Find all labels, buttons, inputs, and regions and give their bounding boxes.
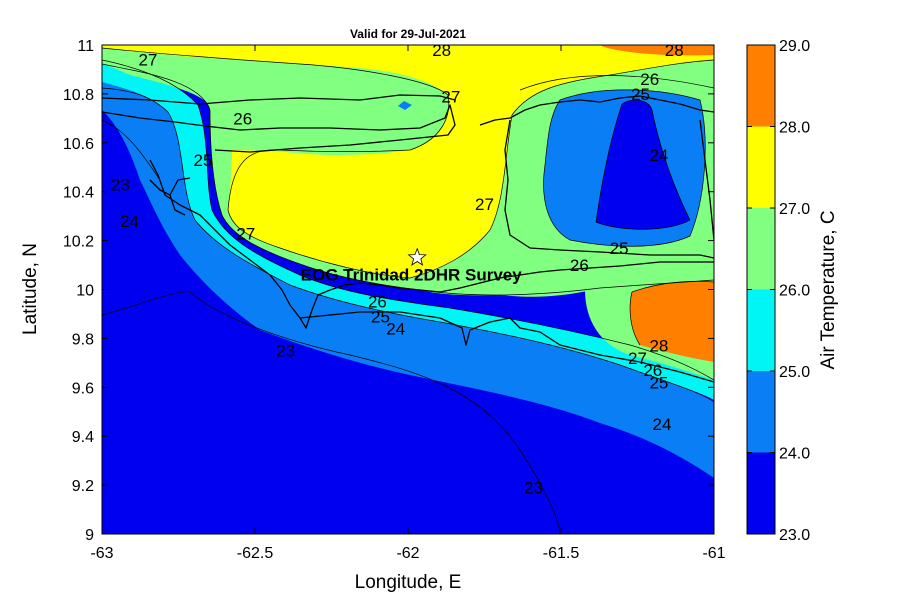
coastline-delta [299, 311, 714, 383]
contour-line [102, 119, 161, 181]
coastline-islet [149, 177, 191, 216]
coastline [102, 94, 714, 383]
contour-line [629, 280, 714, 346]
contour-label: 28 [432, 41, 451, 60]
y-tick-label: 9 [85, 527, 94, 544]
contour-label: 26 [640, 70, 659, 89]
y-tick-label: 10.4 [63, 185, 94, 202]
colorbar-frame [746, 44, 776, 535]
survey-marker-group: EOG Trinidad 2DHR Survey [301, 247, 523, 285]
x-axis-label: Longitude, E [355, 572, 462, 593]
chart-title: Valid for 29-Jul-2021 [350, 27, 466, 41]
temperature-contour-fill [102, 45, 714, 534]
contour-line [595, 99, 691, 230]
contour-label: 25 [610, 239, 629, 258]
colorbar-tick-label: 23.0 [779, 527, 810, 544]
contour-label: 24 [653, 415, 672, 434]
contour-label: 27 [441, 87, 460, 106]
survey-label: EOG Trinidad 2DHR Survey [301, 266, 523, 285]
y-tick-label: 10.2 [63, 234, 94, 251]
y-tick-label: 10.6 [63, 136, 94, 153]
y-tick-label: 9.8 [72, 331, 94, 348]
band-28-29-top [600, 45, 714, 56]
contour-lines [102, 47, 714, 534]
colorbar-segment [747, 289, 775, 371]
colorbar-segment [747, 452, 775, 534]
y-tick-label: 9.2 [72, 478, 94, 495]
colorbar: 23.0 24.0 25.0 26.0 27.0 28.0 29.0 [747, 38, 810, 544]
contour-label: 24 [386, 320, 405, 339]
contour-line [102, 87, 714, 403]
y-tick-label: 11 [77, 38, 94, 55]
colorbar-segment [747, 208, 775, 290]
x-tick-label: -62.5 [237, 545, 274, 562]
contour-line [102, 47, 714, 279]
y-tick-label: 10 [76, 283, 94, 300]
colorbar-tick-label: 24.0 [779, 446, 810, 463]
x-tick-label: -61.5 [543, 545, 580, 562]
x-axis: -63 -62.5 -62 -61.5 -61 [90, 45, 726, 562]
contour-label: 23 [276, 342, 295, 361]
contour-label: 24 [120, 212, 139, 231]
y-axis-label: Latitude, N [20, 243, 41, 335]
coastline-peninsula [102, 94, 456, 105]
band-23-24-east [596, 100, 690, 230]
colorbar-segment [747, 45, 775, 127]
contour-label: 23 [111, 175, 130, 194]
band-24-25-small [398, 101, 412, 110]
contour-label: 26 [643, 361, 662, 380]
y-axis: 9 9.2 9.4 9.6 9.8 10 10.2 10.4 10.6 10.8 11 [63, 38, 714, 544]
contour-label: 25 [194, 151, 213, 170]
band-26-27-inner [222, 92, 445, 155]
contour-label: 27 [628, 349, 647, 368]
band-24-25 [102, 82, 714, 478]
survey-star-icon [407, 247, 427, 266]
contour-label: 23 [524, 479, 543, 498]
coastline-trinidad [479, 95, 714, 259]
contour-label: 25 [631, 85, 650, 104]
colorbar-tick-label: 28.0 [779, 120, 810, 137]
contour-label: 28 [649, 337, 668, 356]
coastline-venezuela [149, 159, 714, 329]
y-tick-label: 10.8 [63, 87, 94, 104]
colorbar-tick-label: 27.0 [779, 201, 810, 218]
colorbar-tick-label: 26.0 [779, 283, 810, 300]
contour-line [102, 63, 714, 296]
contour-label: 26 [368, 293, 387, 312]
colorbar-tick-label: 29.0 [779, 38, 810, 55]
contour-label: 26 [233, 109, 252, 128]
contour-label: 25 [649, 373, 668, 392]
contour-label: 25 [371, 307, 390, 326]
contour-line [543, 89, 706, 247]
x-tick-label: -63 [90, 545, 113, 562]
y-tick-label: 9.4 [72, 429, 94, 446]
y-tick-label: 9.6 [72, 380, 94, 397]
band-27-28 [102, 45, 714, 278]
x-tick-label: -62 [396, 545, 419, 562]
contour-label: 27 [475, 195, 494, 214]
colorbar-segment [747, 371, 775, 453]
contour-line [102, 59, 714, 381]
contour-line [102, 291, 561, 534]
colorbar-label: Air Temperature, C [818, 210, 839, 369]
contour-line [519, 75, 714, 91]
colorbar-tick-label: 25.0 [779, 364, 810, 381]
band-25-26 [102, 60, 714, 400]
band-28-29-east [630, 281, 714, 362]
x-tick-label: -61 [702, 545, 725, 562]
colorbar-segment [747, 126, 775, 208]
coastline-gulf-paria-north [102, 104, 456, 153]
contour-label: 27 [138, 51, 157, 70]
contour-label: 24 [649, 146, 668, 165]
contour-label: 28 [665, 41, 684, 60]
contour-label: 27 [236, 224, 255, 243]
contour-label: 26 [570, 256, 589, 275]
